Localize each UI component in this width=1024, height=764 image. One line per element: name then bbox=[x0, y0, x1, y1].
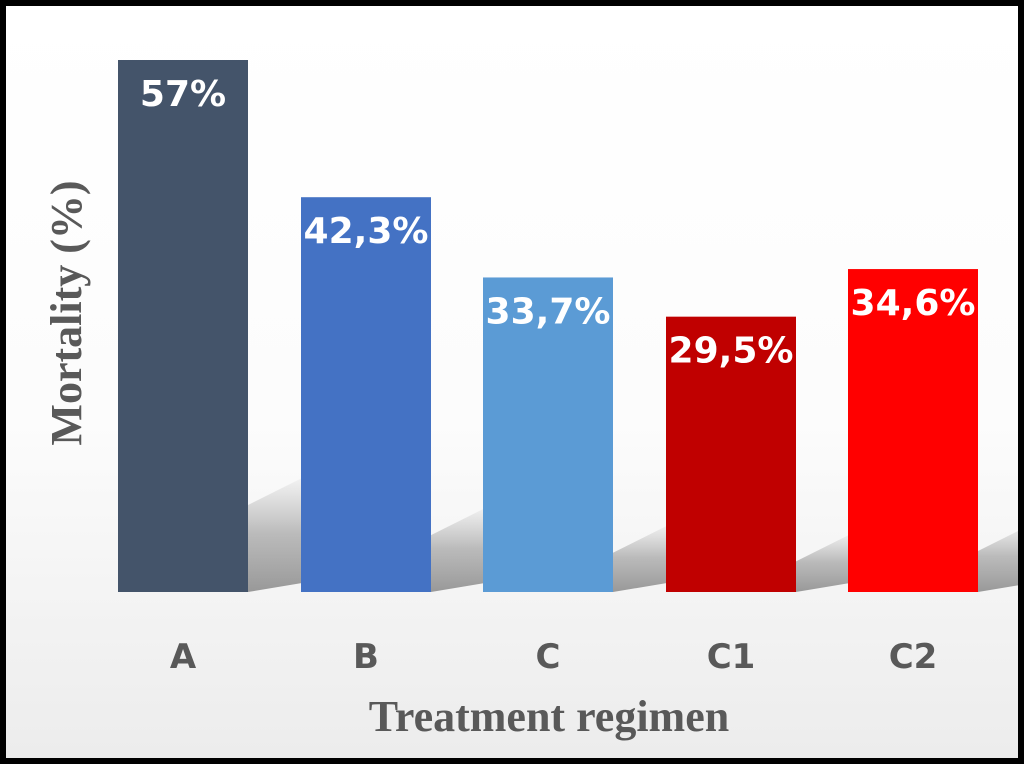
bar-shadow bbox=[978, 530, 1018, 592]
bar-shadow bbox=[248, 474, 308, 592]
value-label-c1: 29,5% bbox=[669, 331, 794, 372]
x-axis-title: Treatment regimen bbox=[369, 692, 729, 741]
category-label-a: A bbox=[170, 637, 197, 677]
bar-shadow bbox=[796, 531, 856, 592]
category-label-c: C bbox=[536, 637, 561, 677]
bar-c2 bbox=[848, 269, 978, 592]
bar-shadows bbox=[248, 474, 1018, 592]
value-label-b: 42,3% bbox=[304, 211, 429, 252]
bar-b bbox=[301, 197, 431, 592]
bar-shadow bbox=[613, 522, 673, 592]
y-axis-title: Mortality (%) bbox=[42, 180, 91, 445]
value-label-a: 57% bbox=[140, 74, 226, 115]
bar-chart: 57% 42,3% 33,7% 29,5% 34,6% A B C C1 C2 Treatmen… bbox=[42, 60, 1018, 741]
bars-group bbox=[118, 60, 978, 592]
value-label-c2: 34,6% bbox=[851, 283, 976, 324]
bar-c bbox=[483, 277, 613, 592]
bar-shadow bbox=[431, 505, 491, 592]
category-label-b: B bbox=[353, 637, 379, 677]
category-label-c2: C2 bbox=[889, 637, 938, 677]
value-labels-group: 57% 42,3% 33,7% 29,5% 34,6% bbox=[140, 74, 976, 372]
category-label-c1: C1 bbox=[707, 637, 756, 677]
category-labels-group: A B C C1 C2 bbox=[170, 637, 937, 677]
bar-a bbox=[118, 60, 248, 592]
value-label-c: 33,7% bbox=[486, 291, 611, 332]
bar-c1 bbox=[666, 316, 796, 592]
